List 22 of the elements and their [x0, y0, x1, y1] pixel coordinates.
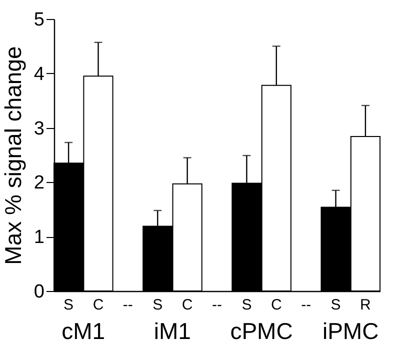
x-tick-label: S: [64, 296, 74, 314]
y-tick-label: 5: [34, 10, 44, 30]
text: cM1: [62, 318, 106, 344]
x-tick-label: C: [92, 296, 104, 314]
x-tick-label: --: [212, 296, 222, 314]
text: iM1: [154, 318, 191, 344]
x-tick-label: C: [182, 296, 193, 314]
x-tick-label: S: [242, 296, 252, 314]
y-tick-label: 3: [34, 118, 44, 140]
x-tick-label: S: [152, 296, 163, 314]
x-tick-label: C: [270, 296, 282, 314]
x-tick-label: --: [301, 296, 312, 314]
text: iPMC: [322, 318, 379, 344]
x-tick-label: R: [360, 296, 372, 314]
y-tick-label: 1: [34, 227, 44, 248]
y-axis-title: Max % signal change: [0, 46, 26, 265]
x-tick-label: S: [330, 296, 341, 314]
y-tick-label: 4: [34, 64, 45, 85]
y-tick-label: 2: [34, 172, 44, 194]
text: cPMC: [230, 318, 293, 344]
x-tick-label: --: [122, 296, 133, 314]
y-tick-label: 0: [34, 282, 44, 302]
